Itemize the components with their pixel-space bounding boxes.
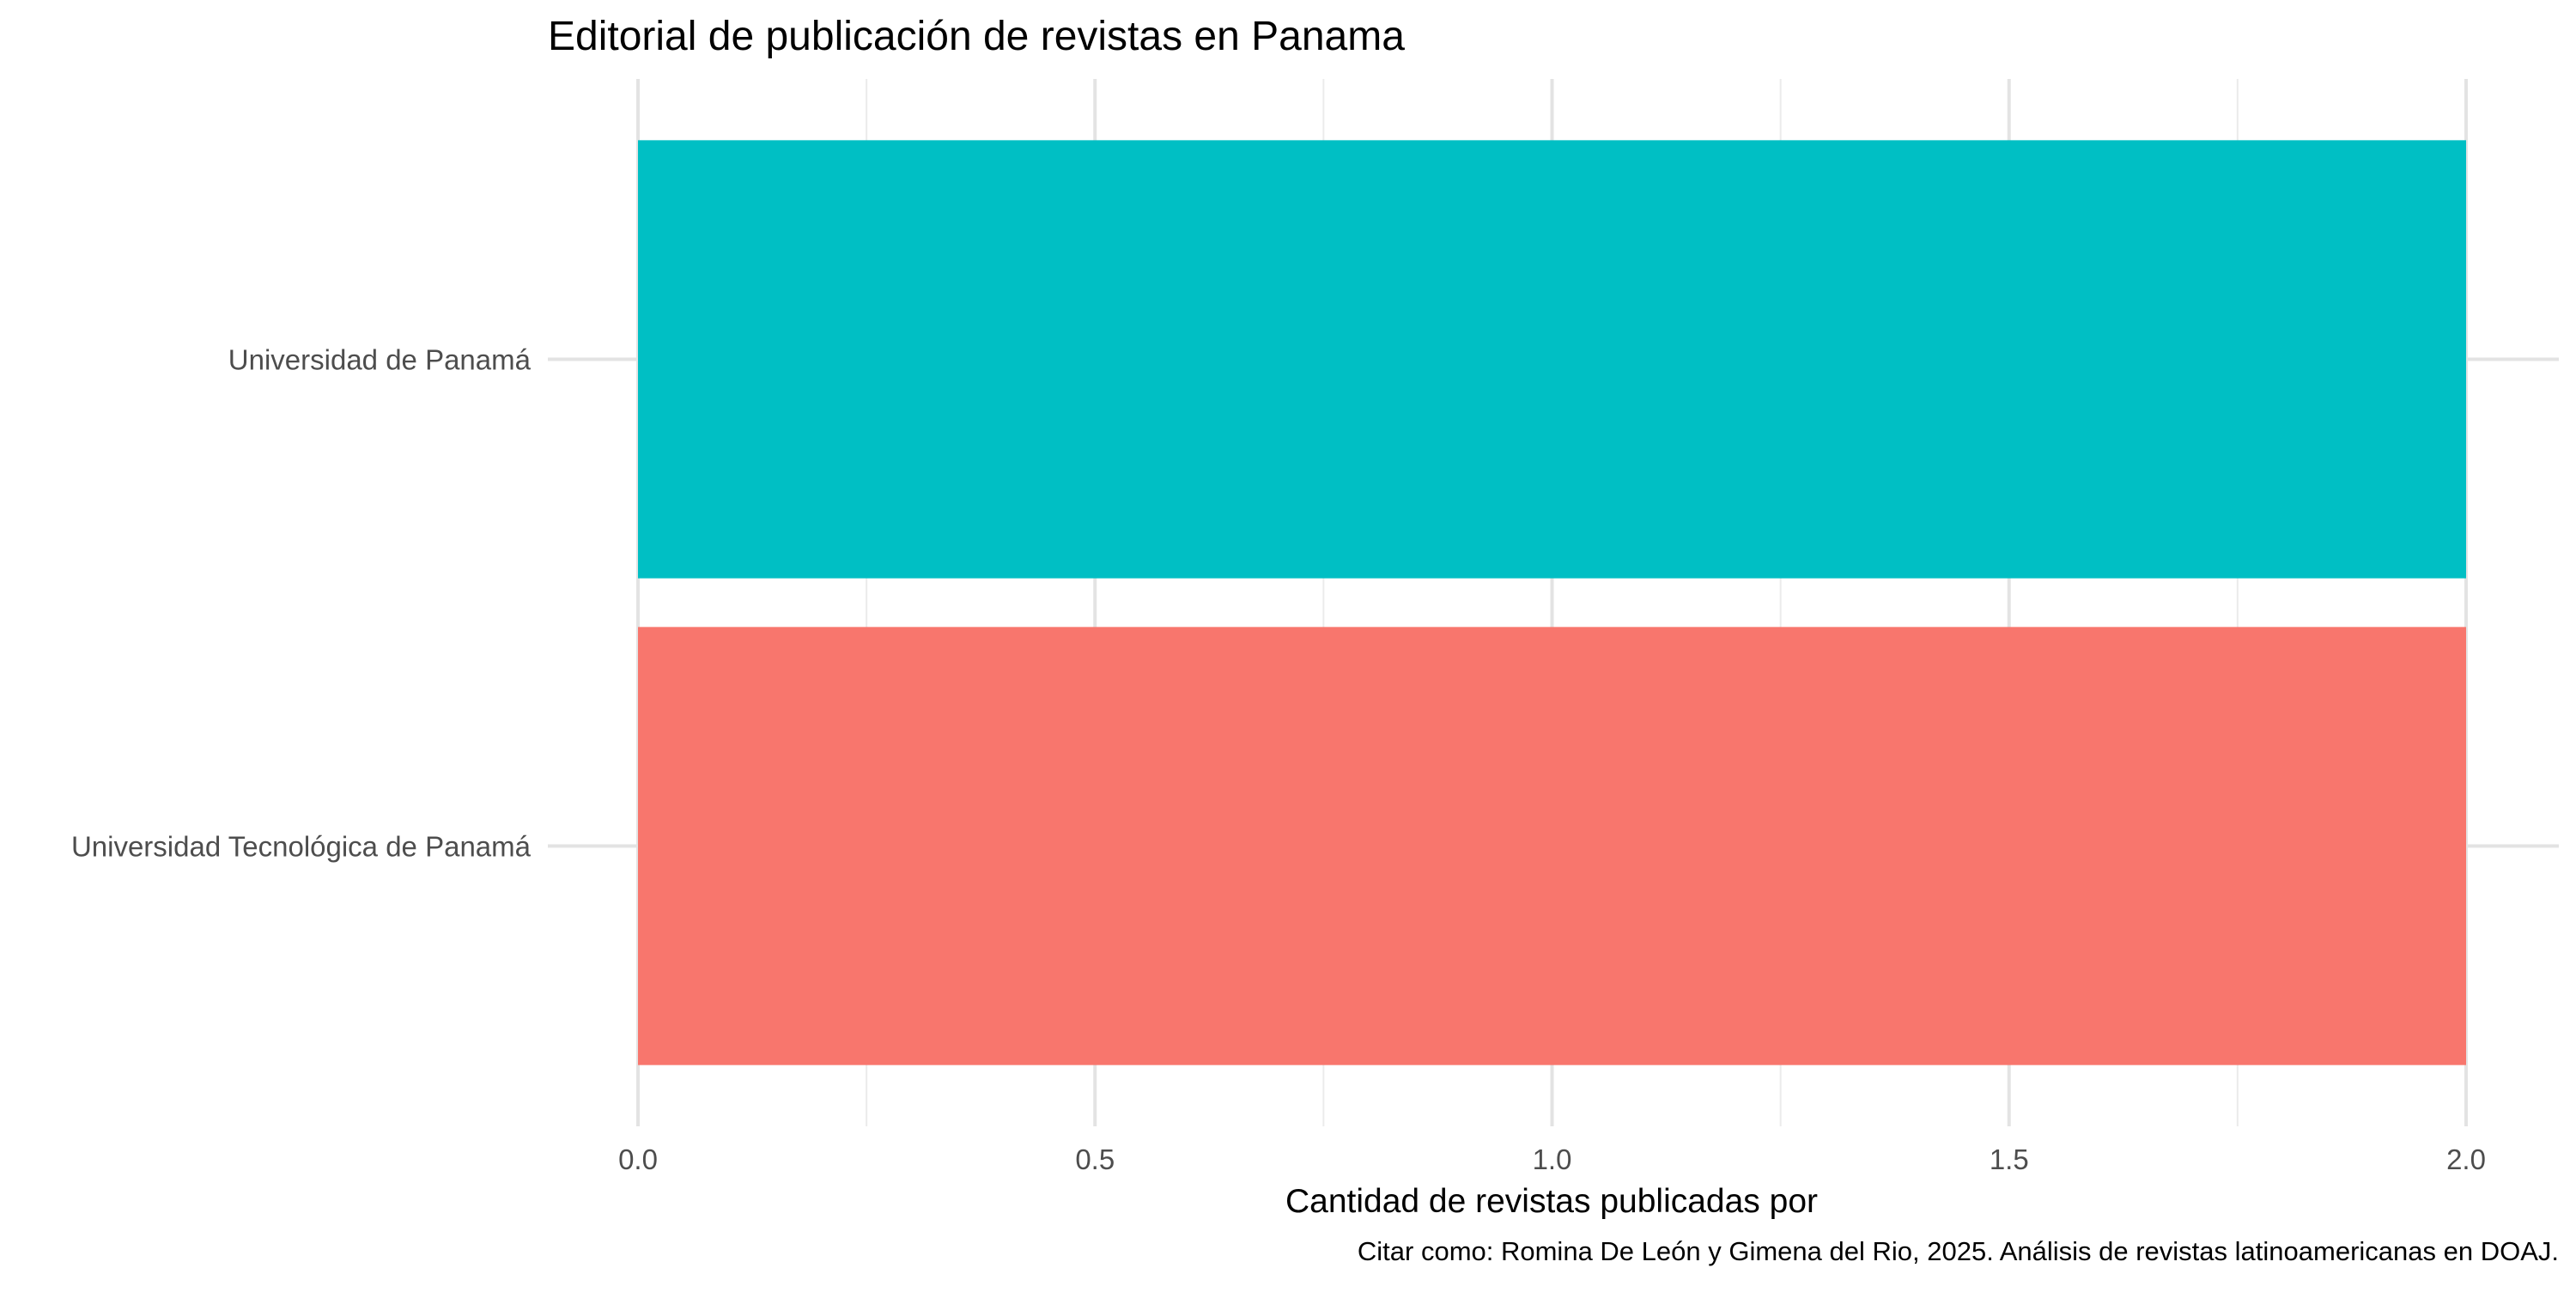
y-tick-label: Universidad Tecnológica de Panamá <box>71 831 532 863</box>
x-axis-tick-labels: 0.0 0.5 1.0 1.5 2.0 <box>618 1143 2486 1175</box>
x-tick-label: 0.0 <box>618 1143 658 1175</box>
bar <box>638 627 2466 1065</box>
x-tick-label: 1.5 <box>1990 1143 2029 1175</box>
y-tick-label: Universidad de Panamá <box>228 344 532 376</box>
chart-caption: Citar como: Romina De León y Gimena del … <box>1358 1236 2559 1266</box>
x-axis-label: Cantidad de revistas publicadas por <box>1285 1183 1818 1220</box>
x-tick-label: 2.0 <box>2446 1143 2486 1175</box>
x-tick-label: 1.0 <box>1533 1143 1572 1175</box>
bars <box>638 140 2466 1065</box>
y-axis-tick-labels: Universidad de Panamá Universidad Tecnoló… <box>71 344 532 863</box>
bar <box>638 140 2466 579</box>
x-tick-label: 0.5 <box>1075 1143 1115 1175</box>
chart-title: Editorial de publicación de revistas en … <box>548 14 1405 59</box>
